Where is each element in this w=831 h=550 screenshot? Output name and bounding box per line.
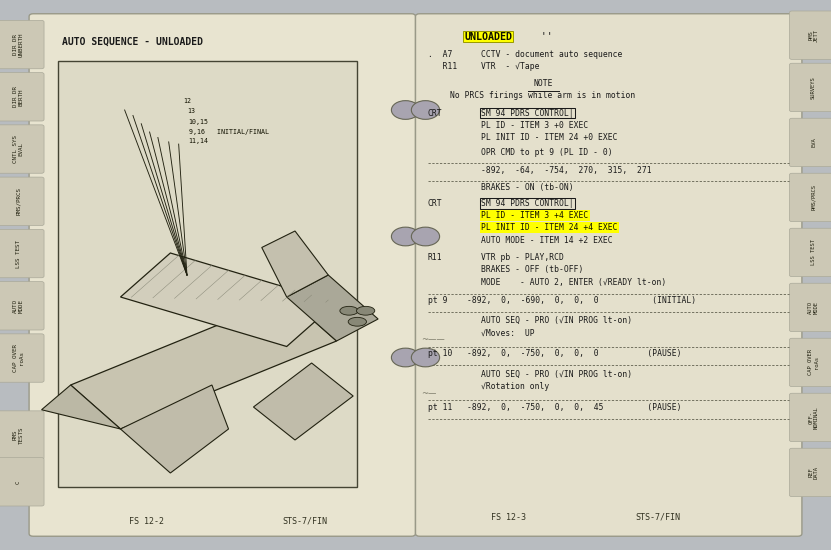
Text: REF
DATA: REF DATA [809, 466, 819, 479]
FancyBboxPatch shape [0, 73, 44, 121]
Text: PL ID - ITEM 3 +4 EXEC: PL ID - ITEM 3 +4 EXEC [481, 211, 588, 220]
FancyBboxPatch shape [29, 14, 415, 536]
Text: BRAKES - ON (tb-ON): BRAKES - ON (tb-ON) [481, 183, 574, 192]
Text: SM 94 PDRS CONTROL|: SM 94 PDRS CONTROL| [481, 199, 574, 208]
FancyBboxPatch shape [789, 11, 831, 59]
Text: pt 10   -892,  0,  -750,  0,  0,  0          (PAUSE): pt 10 -892, 0, -750, 0, 0, 0 (PAUSE) [428, 349, 681, 358]
Text: CAP OVER
roAs: CAP OVER roAs [809, 349, 819, 376]
FancyBboxPatch shape [0, 282, 44, 330]
Text: AUTO
MODE: AUTO MODE [13, 299, 23, 313]
Text: FS 12-3: FS 12-3 [491, 513, 526, 522]
Text: AUTO MODE - ITEM 14 +2 EXEC: AUTO MODE - ITEM 14 +2 EXEC [481, 236, 613, 245]
Text: No PRCS firings while arm is in motion: No PRCS firings while arm is in motion [450, 91, 635, 100]
Text: -892,  -64,  -754,  270,  315,  271: -892, -64, -754, 270, 315, 271 [481, 166, 652, 175]
Text: NOTE: NOTE [534, 79, 553, 89]
Text: '': '' [534, 31, 553, 42]
Text: SURVEYS: SURVEYS [811, 76, 816, 99]
Text: √Rotation only: √Rotation only [481, 382, 550, 392]
Text: FS 12-2: FS 12-2 [129, 516, 164, 526]
Text: C: C [16, 480, 21, 483]
Text: PL INIT ID - ITEM 24 +0 EXEC: PL INIT ID - ITEM 24 +0 EXEC [481, 133, 618, 142]
Circle shape [411, 101, 440, 119]
Polygon shape [253, 363, 353, 440]
Text: ~—: ~— [420, 389, 436, 398]
Polygon shape [120, 385, 229, 473]
FancyBboxPatch shape [0, 411, 44, 459]
Text: SM 94 PDRS CONTROL|: SM 94 PDRS CONTROL| [481, 108, 574, 118]
Text: √Moves:  UP: √Moves: UP [481, 328, 535, 338]
Text: DIR DR
UNBERTH: DIR DR UNBERTH [13, 32, 23, 57]
FancyBboxPatch shape [789, 173, 831, 222]
Text: STS-7/FIN: STS-7/FIN [283, 516, 327, 526]
Text: R11: R11 [428, 62, 457, 72]
Polygon shape [71, 297, 337, 429]
Text: 9,16   INITIAL/FINAL: 9,16 INITIAL/FINAL [189, 129, 268, 135]
Text: LSS TEST: LSS TEST [16, 240, 21, 267]
Text: 10,15: 10,15 [189, 119, 209, 125]
Text: CRT: CRT [428, 199, 443, 208]
FancyBboxPatch shape [416, 14, 802, 536]
Ellipse shape [340, 306, 358, 315]
Text: RMS/PRCS: RMS/PRCS [811, 184, 816, 211]
Text: 12: 12 [183, 98, 191, 105]
Text: ~——: ~—— [420, 335, 445, 344]
Polygon shape [262, 231, 328, 297]
FancyBboxPatch shape [0, 458, 44, 506]
Text: MODE    - AUTO 2, ENTER (√READY lt-on): MODE - AUTO 2, ENTER (√READY lt-on) [481, 278, 666, 287]
FancyBboxPatch shape [789, 393, 831, 442]
Text: pt 11   -892,  0,  -750,  0,  0,  45         (PAUSE): pt 11 -892, 0, -750, 0, 0, 45 (PAUSE) [428, 403, 681, 412]
FancyBboxPatch shape [789, 228, 831, 277]
FancyBboxPatch shape [0, 20, 44, 69]
Text: 11,14: 11,14 [189, 138, 209, 144]
Text: OFF-
NOMINAL: OFF- NOMINAL [809, 406, 819, 429]
Text: BRAKES - OFF (tb-OFF): BRAKES - OFF (tb-OFF) [481, 265, 584, 274]
Circle shape [411, 227, 440, 246]
FancyBboxPatch shape [0, 334, 44, 382]
FancyBboxPatch shape [0, 125, 44, 173]
Text: AUTO SEQUENCE - UNLOADED: AUTO SEQUENCE - UNLOADED [62, 37, 204, 47]
Text: CRT: CRT [428, 108, 443, 118]
Text: DIR DR
BERTH: DIR DR BERTH [13, 86, 23, 107]
FancyBboxPatch shape [0, 229, 44, 278]
FancyBboxPatch shape [789, 338, 831, 387]
Text: R11: R11 [428, 253, 443, 262]
FancyBboxPatch shape [789, 448, 831, 497]
Polygon shape [42, 385, 120, 429]
Text: VTR pb - PLAY,RCD: VTR pb - PLAY,RCD [481, 253, 564, 262]
Text: 13: 13 [187, 108, 195, 114]
Text: CNTL SYS
EVAL: CNTL SYS EVAL [13, 135, 23, 163]
FancyBboxPatch shape [789, 283, 831, 332]
Ellipse shape [348, 317, 366, 326]
Text: OPR CMD to pt 9 (PL ID - 0): OPR CMD to pt 9 (PL ID - 0) [481, 148, 613, 157]
Text: RMS
TESTS: RMS TESTS [13, 426, 23, 444]
FancyBboxPatch shape [789, 118, 831, 167]
Ellipse shape [356, 306, 375, 315]
Circle shape [391, 101, 420, 119]
Circle shape [391, 227, 420, 246]
Polygon shape [120, 253, 337, 346]
Text: UNLOADED: UNLOADED [464, 31, 512, 42]
Bar [58, 60, 357, 487]
FancyBboxPatch shape [789, 63, 831, 112]
Text: EVA: EVA [811, 138, 816, 147]
Text: RMS/PRCS: RMS/PRCS [16, 188, 21, 215]
Text: RMS
JETT: RMS JETT [809, 29, 819, 42]
Text: AUTO SEQ - PRO (√IN PROG lt-on): AUTO SEQ - PRO (√IN PROG lt-on) [481, 316, 632, 326]
FancyBboxPatch shape [0, 177, 44, 225]
Text: AUTO
MODE: AUTO MODE [809, 301, 819, 314]
Text: PL ID - ITEM 3 +0 EXEC: PL ID - ITEM 3 +0 EXEC [481, 121, 588, 130]
Text: CCTV - document auto sequence: CCTV - document auto sequence [481, 50, 623, 59]
Text: pt 9    -892,  0,  -690,  0,  0,  0           (INITIAL): pt 9 -892, 0, -690, 0, 0, 0 (INITIAL) [428, 296, 696, 305]
Polygon shape [287, 275, 378, 341]
Text: AUTO SEQ - PRO (√IN PROG lt-on): AUTO SEQ - PRO (√IN PROG lt-on) [481, 370, 632, 379]
Text: .  A7: . A7 [428, 50, 452, 59]
Circle shape [391, 348, 420, 367]
Text: STS-7/FIN: STS-7/FIN [636, 513, 681, 522]
Text: VTR  - √Tape: VTR - √Tape [481, 62, 540, 72]
Text: PL INIT ID - ITEM 24 +4 EXEC: PL INIT ID - ITEM 24 +4 EXEC [481, 223, 618, 233]
Text: LSS TEST: LSS TEST [811, 239, 816, 266]
Circle shape [411, 348, 440, 367]
Text: CAP OVER
roAs: CAP OVER roAs [13, 344, 23, 372]
